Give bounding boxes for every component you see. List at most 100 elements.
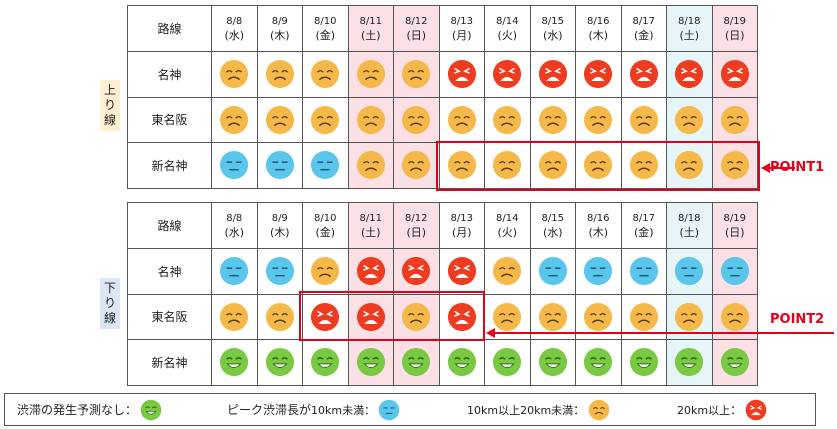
date-label: 8/13: [450, 15, 473, 27]
orange-face-icon: [265, 59, 295, 89]
date-header: 8/10 (金): [302, 5, 349, 52]
orange-face-icon: [219, 302, 249, 332]
legend-under-10km-unit: 10km未満：: [311, 403, 376, 417]
date-header: 8/9 (木): [256, 5, 303, 52]
date-label: 8/8: [226, 15, 243, 27]
date-label: 8/14: [496, 212, 519, 224]
orange-face-icon: [356, 105, 386, 135]
forecast-cell: [438, 293, 485, 340]
forecast-cell: [575, 142, 622, 189]
red-face-icon: [356, 256, 386, 286]
forecast-cell: [711, 96, 758, 143]
orange-face-icon: [492, 302, 522, 332]
forecast-cell: [211, 142, 258, 189]
orange-face-icon: [401, 302, 431, 332]
forecast-cell: [393, 51, 440, 98]
weekday-label: (日): [406, 225, 427, 239]
forecast-cell: [666, 248, 713, 295]
forecast-cell: [620, 142, 667, 189]
date-header: 8/18 (土): [666, 5, 713, 52]
forecast-cell: [393, 142, 440, 189]
point2-arrow-head: [486, 328, 495, 338]
orange-face-icon: [356, 150, 386, 180]
green-face-icon: [356, 347, 386, 377]
forecast-cell: [666, 339, 713, 386]
date-label: 8/9: [271, 212, 288, 224]
red-face-icon: [492, 59, 522, 89]
forecast-cell: [620, 339, 667, 386]
point2-label: POINT2: [770, 312, 825, 327]
forecast-cell: [347, 96, 394, 143]
forecast-cell: [484, 96, 531, 143]
orange-face-icon: [538, 105, 568, 135]
forecast-cell: [393, 96, 440, 143]
forecast-cell: [620, 96, 667, 143]
date-label: 8/15: [541, 15, 564, 27]
orange-face-icon: [629, 150, 659, 180]
orange-face-icon: [310, 256, 340, 286]
date-header: 8/19 (日): [711, 5, 758, 52]
forecast-cell: [575, 51, 622, 98]
orange-face-icon: [401, 59, 431, 89]
orange-face-icon: [447, 105, 477, 135]
legend-over-20km-colon: ：: [730, 403, 743, 417]
orange-face-icon: [629, 302, 659, 332]
orange-face-icon: [720, 150, 750, 180]
down-line-label: 下り線: [100, 278, 120, 329]
blue-face-icon: [674, 256, 704, 286]
route-name: 東名阪: [127, 293, 212, 340]
forecast-cell: [347, 293, 394, 340]
weekday-label: (月): [451, 225, 472, 239]
forecast-cell: [302, 51, 349, 98]
orange-face-icon: [492, 105, 522, 135]
weekday-label: (土): [360, 225, 381, 239]
forecast-cell: [393, 248, 440, 295]
route-header: 路線: [127, 202, 212, 249]
date-header: 8/15 (水): [529, 5, 576, 52]
route-name: 新名神: [127, 142, 212, 189]
orange-face-icon: [720, 302, 750, 332]
orange-face-icon: [401, 105, 431, 135]
legend-green-face-icon: [140, 399, 162, 421]
date-label: 8/9: [271, 15, 288, 27]
forecast-cell: [256, 248, 303, 295]
date-label: 8/11: [359, 212, 382, 224]
date-header: 8/14 (火): [484, 5, 531, 52]
green-face-icon: [583, 347, 613, 377]
red-face-icon: [310, 302, 340, 332]
date-header: 8/11 (土): [347, 5, 394, 52]
date-header: 8/17 (金): [620, 202, 667, 249]
weekday-label: (水): [224, 28, 245, 42]
point1-label: POINT1: [770, 160, 825, 175]
orange-face-icon: [538, 302, 568, 332]
weekday-label: (火): [497, 28, 518, 42]
date-header: 8/12 (日): [393, 5, 440, 52]
orange-face-icon: [310, 59, 340, 89]
forecast-cell: [575, 248, 622, 295]
forecast-cell: [711, 51, 758, 98]
red-face-icon: [356, 302, 386, 332]
weekday-label: (木): [588, 28, 609, 42]
date-header: 8/13 (月): [438, 202, 485, 249]
green-face-icon: [720, 347, 750, 377]
orange-face-icon: [583, 302, 613, 332]
red-face-icon: [583, 59, 613, 89]
point2-highlight-box: [299, 291, 485, 341]
green-face-icon: [674, 347, 704, 377]
forecast-cell: [438, 96, 485, 143]
forecast-cell: [484, 51, 531, 98]
point1-arrow-head: [761, 163, 770, 173]
forecast-cell: [347, 51, 394, 98]
forecast-cell: [575, 339, 622, 386]
point2-arrow: [494, 332, 834, 334]
forecast-cell: [211, 96, 258, 143]
date-header: 8/10 (金): [302, 202, 349, 249]
red-face-icon: [447, 256, 477, 286]
blue-face-icon: [720, 256, 750, 286]
orange-face-icon: [538, 150, 568, 180]
forecast-cell: [211, 248, 258, 295]
point1-highlight-box: [436, 141, 760, 191]
weekday-label: (月): [451, 28, 472, 42]
route-name: 東名阪: [127, 96, 212, 143]
forecast-cell: [666, 51, 713, 98]
